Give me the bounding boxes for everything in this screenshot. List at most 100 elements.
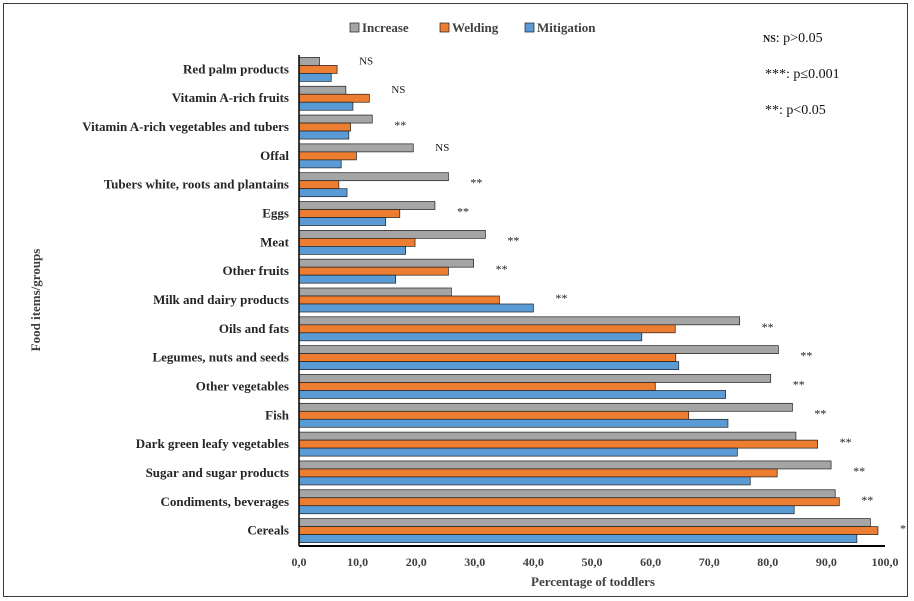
category-label: Milk and dairy products bbox=[153, 292, 289, 307]
significance-marker: ** bbox=[496, 262, 508, 276]
y-axis-title: Food items/groups bbox=[28, 249, 43, 352]
note-prefix: ** bbox=[765, 103, 779, 118]
significance-note: **: p<0.05 bbox=[765, 103, 826, 118]
bar-increase-12 bbox=[298, 402, 793, 412]
bar-increase-6 bbox=[298, 230, 486, 239]
category-label: Oils and fats bbox=[219, 321, 289, 336]
significance-note: NS: p>0.05 bbox=[763, 31, 823, 46]
significance-marker: NS bbox=[359, 55, 373, 67]
bar-mitigation-3 bbox=[298, 159, 342, 169]
significance-marker: ** bbox=[470, 176, 482, 190]
bar-welding-2 bbox=[298, 122, 351, 132]
bar-increase-3 bbox=[298, 143, 414, 153]
bar-increase-16 bbox=[298, 518, 871, 527]
bar-increase-0 bbox=[298, 57, 320, 66]
category-label: Meat bbox=[260, 234, 290, 249]
category-label: Condiments, beverages bbox=[160, 494, 289, 509]
category-label: Cereals bbox=[247, 523, 289, 538]
bar-increase-11 bbox=[298, 374, 772, 383]
bar-welding-10 bbox=[298, 353, 677, 362]
category-label: Sugar and sugar products bbox=[146, 465, 289, 480]
category-label: Vitamin A-rich fruits bbox=[172, 90, 289, 105]
bar-welding-13 bbox=[298, 439, 818, 449]
category-label: Tubers white, roots and plantains bbox=[104, 177, 289, 192]
bar-welding-9 bbox=[298, 324, 676, 334]
bar-mitigation-8 bbox=[298, 303, 534, 313]
bar-increase-15 bbox=[298, 489, 836, 499]
significance-marker: ** bbox=[762, 320, 774, 334]
significance-marker: NS bbox=[391, 84, 405, 96]
bar-welding-12 bbox=[298, 410, 690, 420]
category-label: Red palm products bbox=[183, 61, 289, 76]
bar-welding-6 bbox=[298, 238, 416, 247]
bar-welding-15 bbox=[298, 497, 840, 507]
x-tick-label: 40,0 bbox=[523, 555, 544, 569]
category-label: Eggs bbox=[262, 206, 289, 221]
bar-mitigation-11 bbox=[298, 390, 726, 399]
significance-marker: ** bbox=[507, 233, 519, 247]
significance-marker: ** bbox=[555, 291, 567, 305]
bar-mitigation-10 bbox=[298, 361, 680, 370]
x-tick-label: 70,0 bbox=[699, 555, 720, 569]
bar-mitigation-4 bbox=[298, 188, 348, 198]
x-tick-label: 20,0 bbox=[406, 555, 427, 569]
legend-swatch-mitigation bbox=[524, 22, 535, 33]
bar-increase-7 bbox=[298, 258, 474, 268]
bar-mitigation-14 bbox=[298, 476, 751, 486]
x-tick-label: 80,0 bbox=[757, 555, 778, 569]
x-tick-label: 60,0 bbox=[640, 555, 661, 569]
bar-mitigation-13 bbox=[298, 447, 738, 457]
significance-marker: ** bbox=[394, 118, 406, 132]
bar-welding-4 bbox=[298, 180, 340, 190]
significance-marker: ** bbox=[814, 406, 826, 420]
bar-welding-11 bbox=[298, 382, 656, 391]
x-axis-title: Percentage of toddlers bbox=[531, 574, 655, 589]
legend-swatch-increase bbox=[349, 22, 360, 33]
bar-welding-0 bbox=[298, 65, 338, 74]
category-label: Dark green leafy vegetables bbox=[136, 436, 289, 451]
bar-welding-16 bbox=[298, 526, 879, 535]
x-tick-label: 100,0 bbox=[872, 555, 899, 569]
bar-mitigation-6 bbox=[298, 246, 407, 255]
bar-mitigation-1 bbox=[298, 101, 354, 111]
bar-welding-1 bbox=[298, 93, 370, 103]
bar-increase-10 bbox=[298, 345, 779, 354]
significance-marker: ** bbox=[800, 349, 812, 363]
x-tick-label: 90,0 bbox=[816, 555, 837, 569]
bar-mitigation-0 bbox=[298, 73, 332, 82]
note-text: : p<0.05 bbox=[779, 103, 826, 118]
bar-mitigation-2 bbox=[298, 130, 350, 140]
bar-welding-8 bbox=[298, 295, 500, 305]
bar-increase-5 bbox=[298, 201, 436, 210]
bar-increase-9 bbox=[298, 316, 741, 326]
category-label: Other vegetables bbox=[196, 378, 289, 393]
significance-marker: ** bbox=[861, 493, 873, 507]
x-tick-label: 30,0 bbox=[464, 555, 485, 569]
category-label: Other fruits bbox=[222, 263, 289, 278]
significance-note: ***: p≤0.001 bbox=[765, 67, 840, 82]
bar-increase-14 bbox=[298, 460, 832, 470]
x-tick-label: 50,0 bbox=[582, 555, 603, 569]
significance-marker: NS bbox=[435, 142, 449, 154]
bar-increase-2 bbox=[298, 114, 373, 124]
category-label: Legumes, nuts and seeds bbox=[152, 350, 289, 365]
category-label: Vitamin A-rich vegetables and tubers bbox=[82, 119, 289, 134]
bar-increase-4 bbox=[298, 172, 449, 182]
bar-mitigation-7 bbox=[298, 274, 397, 284]
significance-marker: ** bbox=[793, 377, 805, 391]
note-text: : p≤0.001 bbox=[786, 67, 840, 82]
note-prefix: *** bbox=[765, 67, 786, 82]
legend-swatch-welding bbox=[439, 22, 450, 33]
category-label: Fish bbox=[265, 407, 290, 422]
note-text: : p>0.05 bbox=[776, 31, 823, 46]
significance-marker: ** bbox=[457, 205, 469, 219]
significance-marker: * bbox=[900, 522, 906, 536]
bar-mitigation-15 bbox=[298, 505, 795, 515]
bar-welding-14 bbox=[298, 468, 778, 478]
bar-mitigation-12 bbox=[298, 418, 729, 428]
bar-increase-8 bbox=[298, 287, 452, 297]
bar-mitigation-9 bbox=[298, 332, 643, 342]
bar-increase-1 bbox=[298, 85, 347, 95]
x-tick-label: 0,0 bbox=[292, 555, 307, 569]
